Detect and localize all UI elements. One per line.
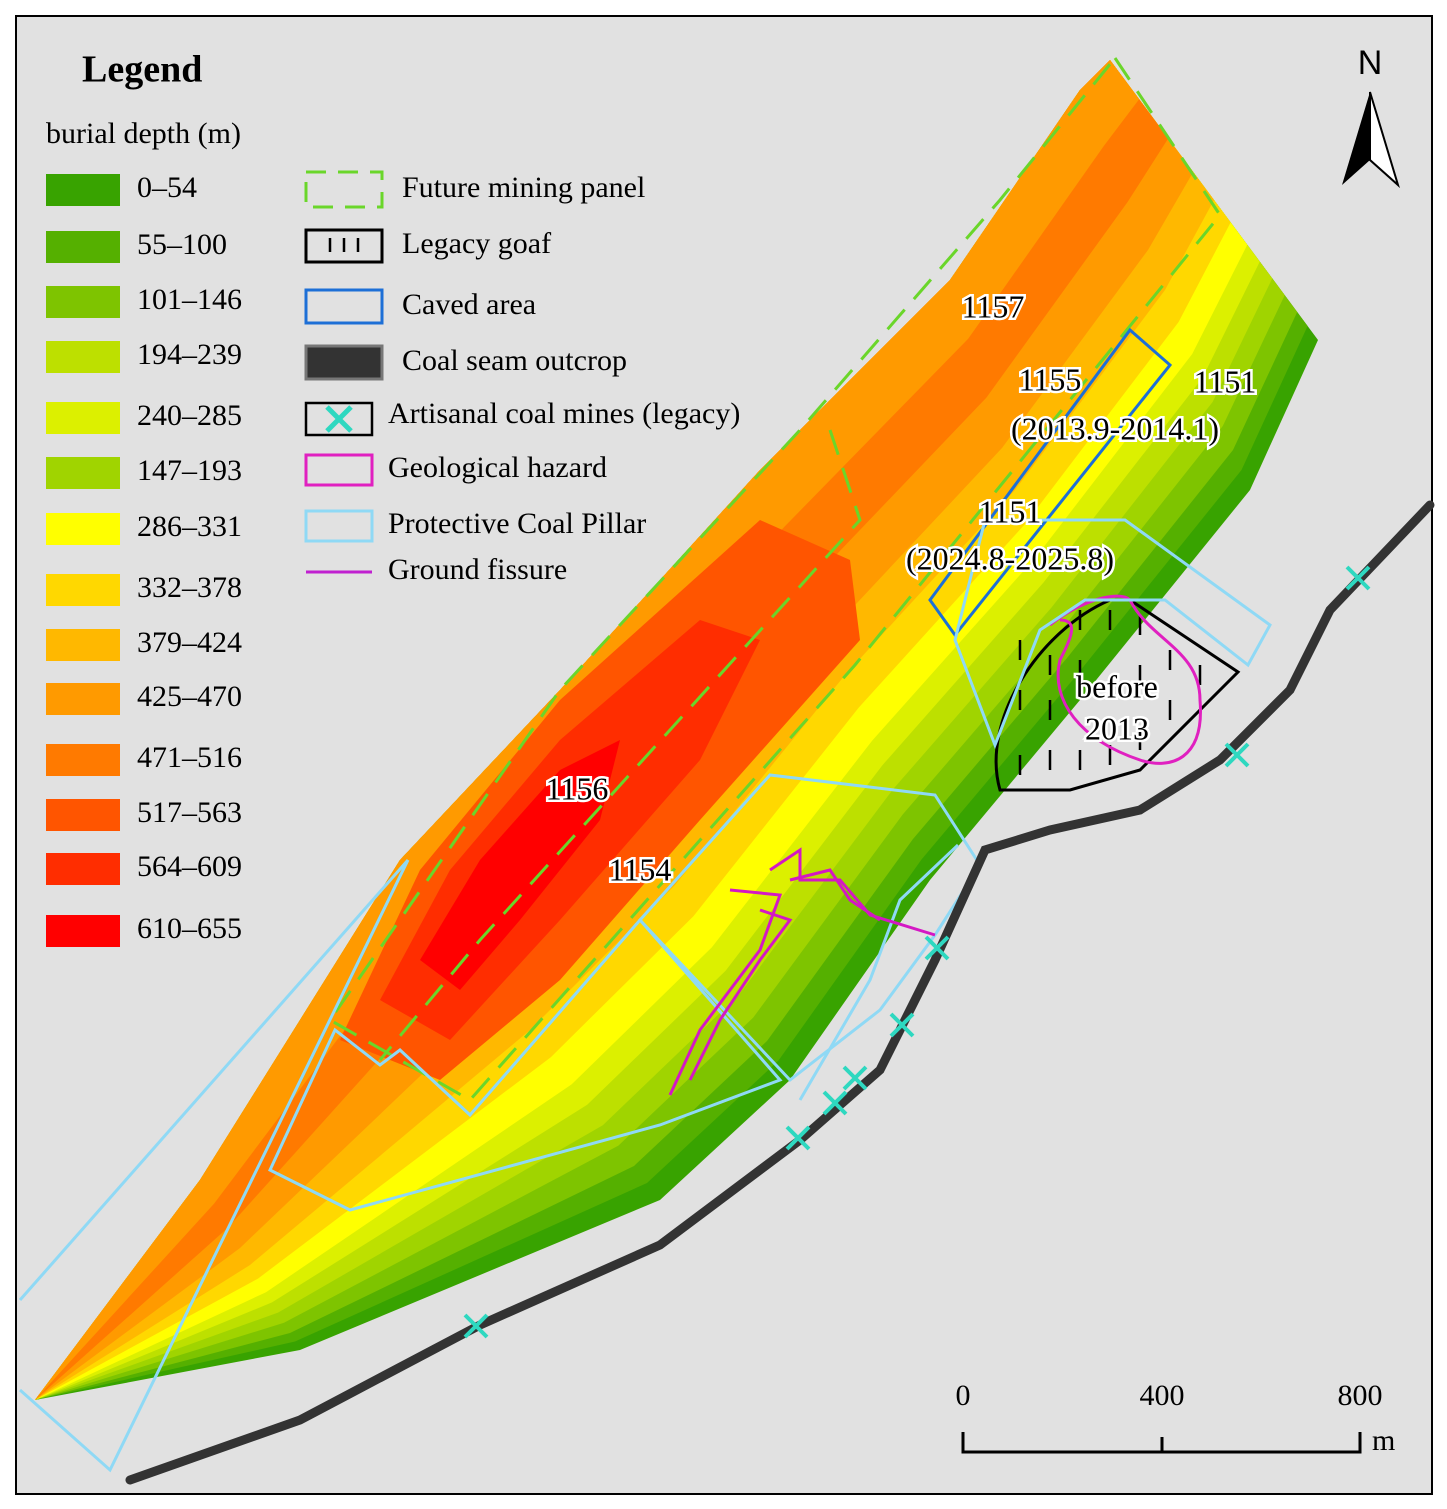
scale: 0 400 800	[956, 1379, 1383, 1412]
artisanal-mine	[842, 1065, 868, 1091]
artisanal-mine	[785, 1125, 811, 1151]
symbol-label: Coal seam outcrop	[402, 344, 627, 377]
swatch-caved	[304, 288, 384, 325]
map-label: (2013.9-2014.1)	[1011, 410, 1219, 446]
symbol-label: Legacy goaf	[402, 227, 551, 260]
legend-swatch	[46, 744, 120, 776]
coal-seam-outcrop	[125, 500, 1435, 1485]
swatch-pillar	[304, 509, 374, 543]
protective-pillar	[953, 518, 1272, 750]
protective-pillar	[18, 859, 410, 1301]
legend: 0–54 55–100 101–146 194–239 240–285 147–193 28…	[46, 171, 242, 947]
swatch-mine	[304, 401, 374, 437]
legend-swatch	[46, 683, 120, 715]
map-label: 1154	[609, 851, 672, 887]
scale-tick-label: 800	[1338, 1379, 1383, 1412]
swatch-outcrop	[304, 344, 384, 381]
legend-swatch	[46, 915, 120, 947]
protective-pillar	[19, 859, 410, 1473]
symbol-label: Protective Coal Pillar	[388, 507, 646, 540]
symbol-legend: Future mining panel Legacy goaf Caved area…	[304, 170, 740, 586]
overlays	[18, 57, 1435, 1485]
map-label: 1157	[962, 288, 1025, 324]
future-panel	[327, 57, 1222, 1102]
artisanal-mine	[889, 1012, 915, 1038]
legend-label: 286–331	[137, 510, 242, 543]
north-arrow	[1369, 91, 1400, 189]
swatch-goaf	[304, 228, 384, 264]
legend-label: 471–516	[137, 741, 242, 774]
scale-unit: m	[1372, 1424, 1395, 1457]
swatch-goaf-hatch	[328, 238, 360, 252]
legend-label: 379–424	[137, 626, 242, 659]
legend-label: 55–100	[137, 228, 227, 261]
legend-swatch	[46, 286, 120, 318]
legend-label: 0–54	[137, 171, 197, 204]
scale-tick-label: 400	[1140, 1379, 1185, 1412]
legend-title: Legend	[82, 49, 202, 91]
symbol-label: Artisanal coal mines (legacy)	[388, 397, 740, 430]
artisanal-mine	[924, 935, 950, 961]
legend-swatch	[46, 513, 120, 545]
map-label: 1151	[1194, 363, 1257, 399]
symbol-label: Future mining panel	[402, 171, 645, 204]
symbol-label: Caved area	[402, 288, 536, 321]
legend-subtitle: burial depth (m)	[46, 117, 241, 150]
legend-swatch	[46, 341, 120, 373]
goaf-hatch	[1018, 610, 1202, 775]
map-label: 1155	[1019, 361, 1082, 397]
legend-label: 194–239	[137, 338, 242, 371]
legend-label: 101–146	[137, 283, 242, 316]
legend-swatch	[46, 231, 120, 263]
symbol-label: Ground fissure	[388, 553, 567, 586]
legend-swatch	[46, 853, 120, 885]
swatch-mine-x	[325, 405, 353, 433]
north-arrow	[1342, 92, 1370, 185]
map-label: 2013	[1085, 710, 1149, 746]
legend-swatch	[46, 402, 120, 434]
legend-label: 610–655	[137, 912, 242, 945]
map-labels: 1157 1155 1151 (2013.9-2014.1) 1151 (2024.8-2…	[543, 286, 1259, 890]
artisanal-mine	[1224, 742, 1250, 768]
legend-swatch	[46, 629, 120, 661]
legend-swatch	[46, 174, 120, 206]
artisanal-mine	[463, 1313, 489, 1339]
legend-label: 240–285	[137, 399, 242, 432]
artisanal-mine	[1345, 565, 1371, 591]
legend-swatch	[46, 574, 120, 606]
symbol-label: Geological hazard	[388, 451, 607, 484]
map-label: 1151	[979, 493, 1042, 529]
protective-pillar	[798, 843, 960, 1101]
swatch-panel	[304, 170, 384, 209]
legend-swatch	[46, 799, 120, 831]
scale-bar	[961, 1432, 1362, 1454]
depth-band	[420, 740, 620, 990]
artisanal-mine	[822, 1090, 848, 1116]
legend-label: 564–609	[137, 850, 242, 883]
swatch-hazard	[304, 453, 374, 487]
legend-label: 425–470	[137, 680, 242, 713]
legend-swatch	[46, 457, 120, 489]
legend-label: 517–563	[137, 796, 242, 829]
north-label: N	[1358, 44, 1383, 82]
map-label: before	[1076, 668, 1158, 704]
map-label: (2024.8-2025.8)	[906, 540, 1114, 576]
legend-label: 147–193	[137, 454, 242, 487]
protective-pillar	[268, 917, 783, 1212]
future-panel	[378, 429, 862, 1061]
map-label: 1156	[546, 770, 609, 806]
ground-fissure	[668, 847, 936, 1096]
scale-tick-label: 0	[956, 1379, 971, 1412]
legend-label: 332–378	[137, 571, 242, 604]
